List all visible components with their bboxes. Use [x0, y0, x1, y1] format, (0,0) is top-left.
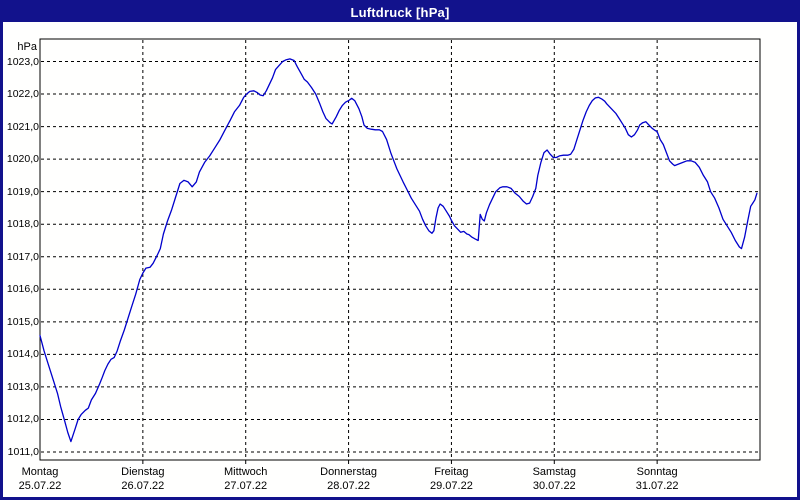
x-day-label: Samstag 30.07.22: [509, 466, 599, 493]
y-tick-label: 1021,0: [6, 120, 39, 133]
pressure-line: [39, 58, 758, 443]
y-tick-label: 1022,0: [6, 88, 39, 101]
x-day-label: Mittwoch 27.07.22: [201, 466, 291, 493]
y-tick-label: 1020,0: [6, 153, 39, 166]
x-day-label: Donnerstag 28.07.22: [304, 466, 394, 493]
x-day-label: Montag 25.07.22: [0, 466, 85, 493]
day-name: Sonntag: [636, 466, 678, 478]
y-tick-label: 1011,0: [7, 446, 39, 458]
y-tick-label: 1017,0: [6, 250, 39, 263]
window-title: Luftdruck [hPa]: [350, 5, 450, 20]
day-name: Donnerstag: [320, 466, 377, 478]
day-name: Mittwoch: [224, 466, 268, 478]
y-tick-label: 1012,0: [6, 413, 39, 426]
chart-area: hPa 1023,0 1022,0 1021,0 1020,0 1019,0 1018,0…: [3, 22, 797, 497]
day-name: Samstag: [532, 466, 576, 478]
day-date: 25.07.22: [18, 479, 62, 492]
y-tick-label: 1015,0: [6, 315, 39, 328]
y-tick-label: 1018,0: [6, 218, 39, 231]
day-date: 26.07.22: [121, 479, 165, 492]
plot-border: [39, 38, 761, 461]
day-date: 30.07.22: [532, 479, 576, 492]
y-axis-unit-label: hPa: [17, 40, 37, 53]
day-date: 28.07.22: [327, 479, 370, 492]
y-tick-label: 1014,0: [6, 348, 39, 361]
y-tick-label: 1016,0: [6, 283, 39, 296]
x-day-label: Freitag 29.07.22: [406, 466, 496, 493]
day-date: 29.07.22: [430, 479, 473, 492]
day-name: Dienstag: [121, 466, 165, 478]
y-tick-label: 1013,0: [6, 380, 39, 393]
title-bar: Luftdruck [hPa]: [3, 3, 797, 22]
x-day-label: Dienstag 26.07.22: [98, 466, 188, 493]
day-name: Montag: [21, 466, 59, 478]
y-tick-label: 1019,0: [6, 185, 39, 198]
day-date: 27.07.22: [224, 479, 268, 492]
y-tick-label: 1023,0: [6, 55, 39, 68]
day-name: Freitag: [434, 466, 469, 478]
day-date: 31.07.22: [635, 479, 679, 492]
x-day-label: Sonntag 31.07.22: [612, 466, 702, 493]
